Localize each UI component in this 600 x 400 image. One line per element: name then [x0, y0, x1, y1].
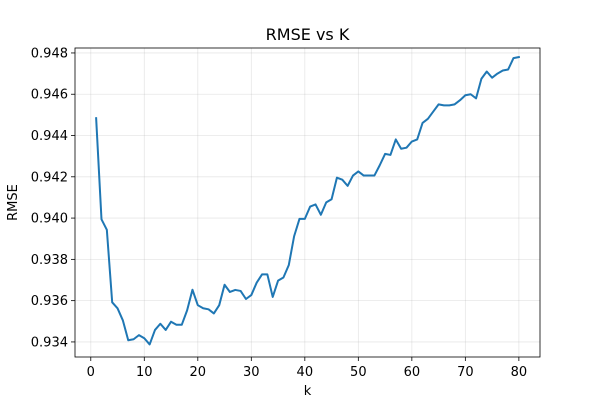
x-tick-label: 10	[136, 365, 153, 380]
x-tick-label: 70	[457, 365, 474, 380]
ticks-layer: 0 10 20 30 40 50 60 70 80 0.934 0.936 0.938 0.940 0.9…	[31, 46, 527, 380]
y-tick-label: 0.944	[31, 129, 68, 144]
x-tick-label: 40	[297, 365, 314, 380]
grid-layer	[75, 48, 540, 357]
y-tick-label: 0.948	[31, 46, 68, 61]
series-layer	[95, 55, 521, 346]
chart-title: RMSE vs K	[266, 25, 350, 44]
rmse-series-line	[95, 55, 521, 346]
y-tick-label: 0.946	[31, 88, 68, 103]
x-tick-label: 20	[190, 365, 207, 380]
y-axis-title: RMSE	[6, 184, 21, 221]
x-axis-title: k	[304, 384, 312, 399]
y-tick-label: 0.938	[31, 253, 68, 268]
x-tick-label: 60	[404, 365, 421, 380]
y-tick-label: 0.936	[31, 294, 68, 309]
x-tick-label: 50	[350, 365, 367, 380]
y-tick-label: 0.940	[31, 212, 68, 227]
y-tick-label: 0.934	[31, 335, 68, 350]
x-tick-label: 0	[87, 365, 95, 380]
plot-frame	[74, 47, 541, 358]
x-tick-label: 30	[243, 365, 260, 380]
y-tick-label: 0.942	[31, 170, 68, 185]
x-tick-label: 80	[511, 365, 528, 380]
